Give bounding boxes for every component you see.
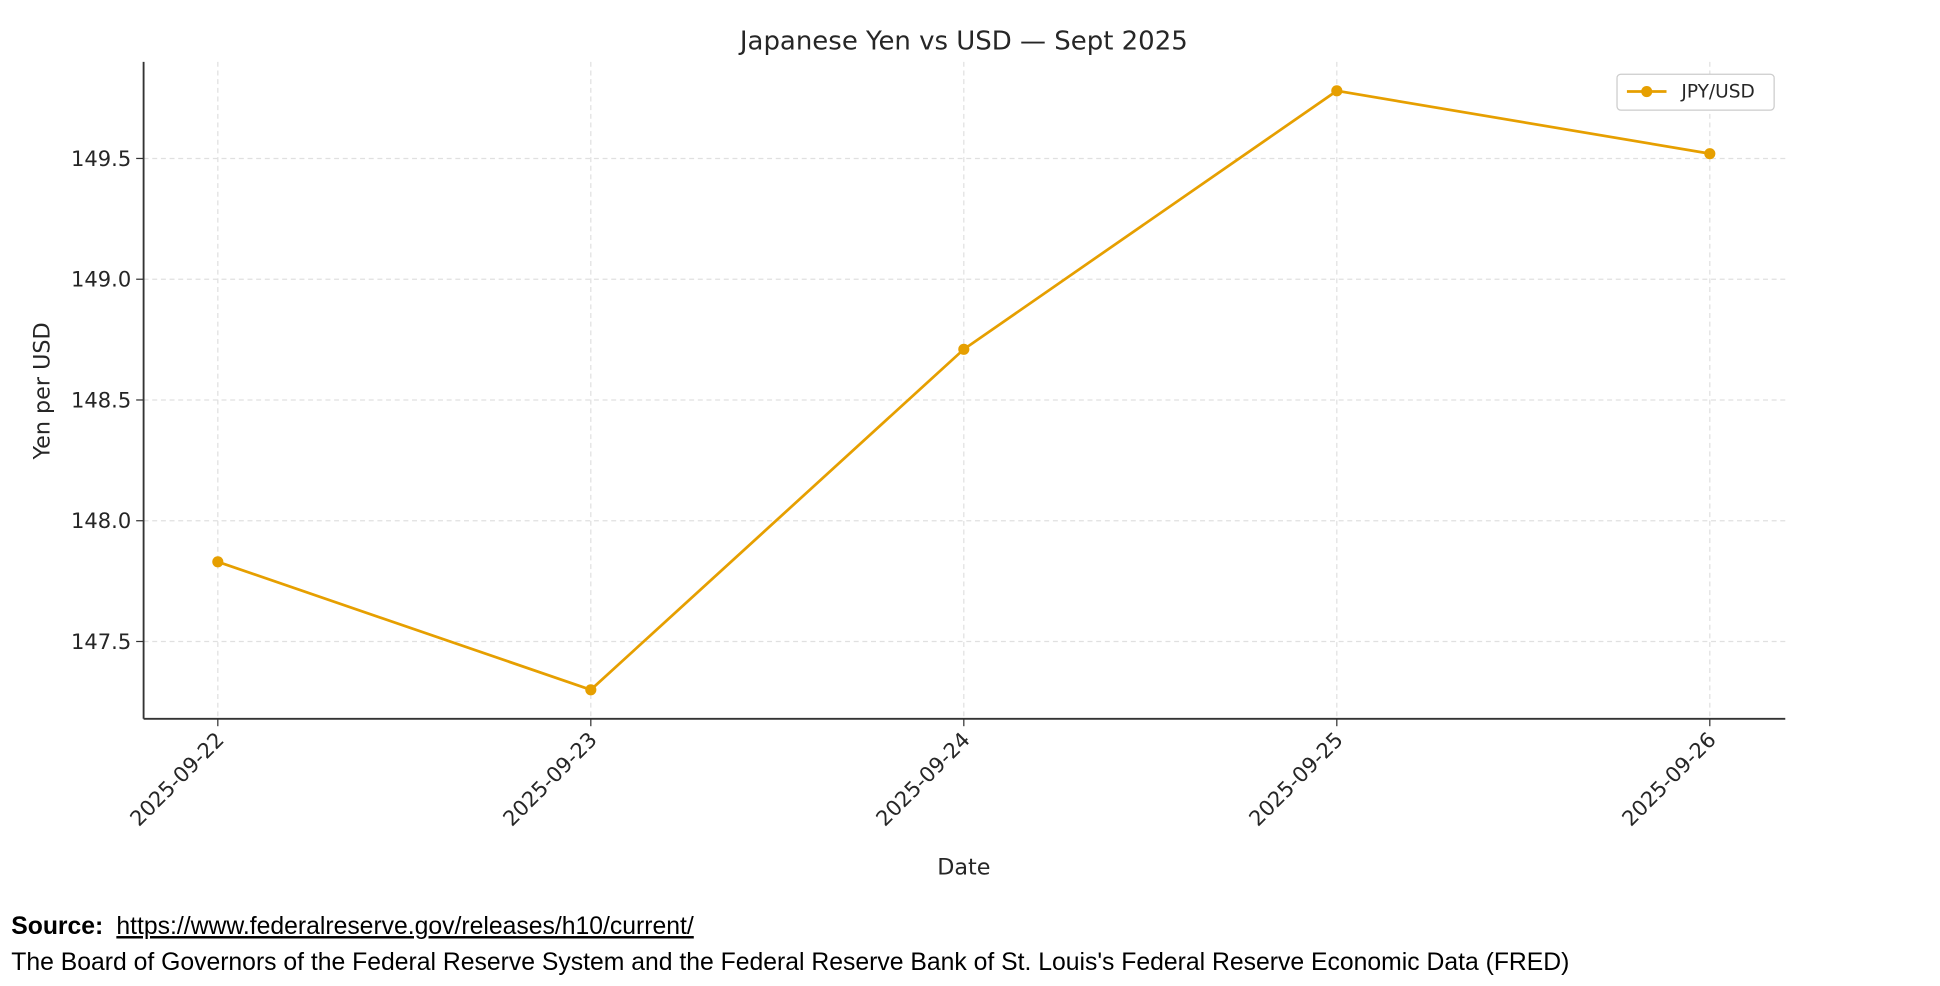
data-point (1331, 85, 1343, 97)
y-tick-label: 149.0 (71, 267, 131, 292)
x-tick-label: 2025-09-22 (125, 727, 229, 831)
data-point (585, 684, 597, 696)
legend-box (1616, 73, 1775, 111)
x-tick-label: 2025-09-25 (1244, 727, 1348, 831)
y-tick-label: 148.0 (71, 508, 131, 533)
legend-label: JPY/USD (1680, 82, 1754, 103)
legend-marker (1641, 85, 1653, 98)
plot-area: 147.5 148.0 148.5 149.0 149.5 2025-09-22 2025-… (71, 61, 1786, 831)
data-point (1704, 148, 1716, 160)
source-description: The Board of Governors of the Federal Re… (11, 949, 1569, 976)
source-label: Source: (11, 913, 103, 940)
chart-title: Japanese Yen vs USD — Sept 2025 (738, 26, 1188, 56)
source-link[interactable]: https://www.federalreserve.gov/releases/… (116, 913, 694, 940)
data-point (958, 343, 970, 355)
legend: JPY/USD (1616, 73, 1775, 111)
source-url[interactable]: https://www.federalreserve.gov/releases/… (116, 913, 694, 940)
x-tick-label: 2025-09-26 (1617, 727, 1721, 831)
y-tick-label: 147.5 (71, 629, 131, 654)
x-tick-label: 2025-09-24 (871, 727, 975, 831)
data-point (212, 556, 224, 568)
y-tick-label: 149.5 (71, 146, 131, 171)
x-axis-label: Date (937, 855, 990, 881)
y-axis-label: Yen per USD (30, 322, 56, 460)
x-tick-label: 2025-09-23 (498, 727, 602, 831)
y-tick-label: 148.5 (71, 387, 131, 412)
